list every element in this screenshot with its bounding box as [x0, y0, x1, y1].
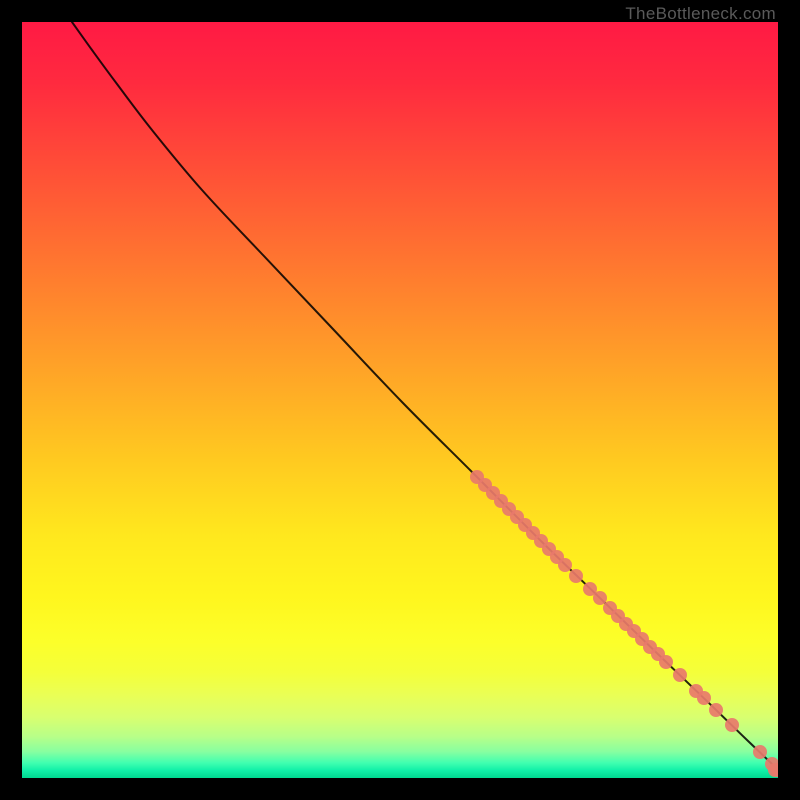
chart-svg	[22, 22, 778, 778]
marker-point	[673, 668, 687, 682]
marker-point	[569, 569, 583, 583]
chart-area	[22, 22, 778, 778]
marker-point	[593, 591, 607, 605]
watermark-text: TheBottleneck.com	[625, 4, 776, 24]
marker-point	[725, 718, 739, 732]
marker-point	[753, 745, 767, 759]
marker-point	[697, 691, 711, 705]
marker-point	[558, 558, 572, 572]
marker-point	[709, 703, 723, 717]
marker-point	[659, 655, 673, 669]
